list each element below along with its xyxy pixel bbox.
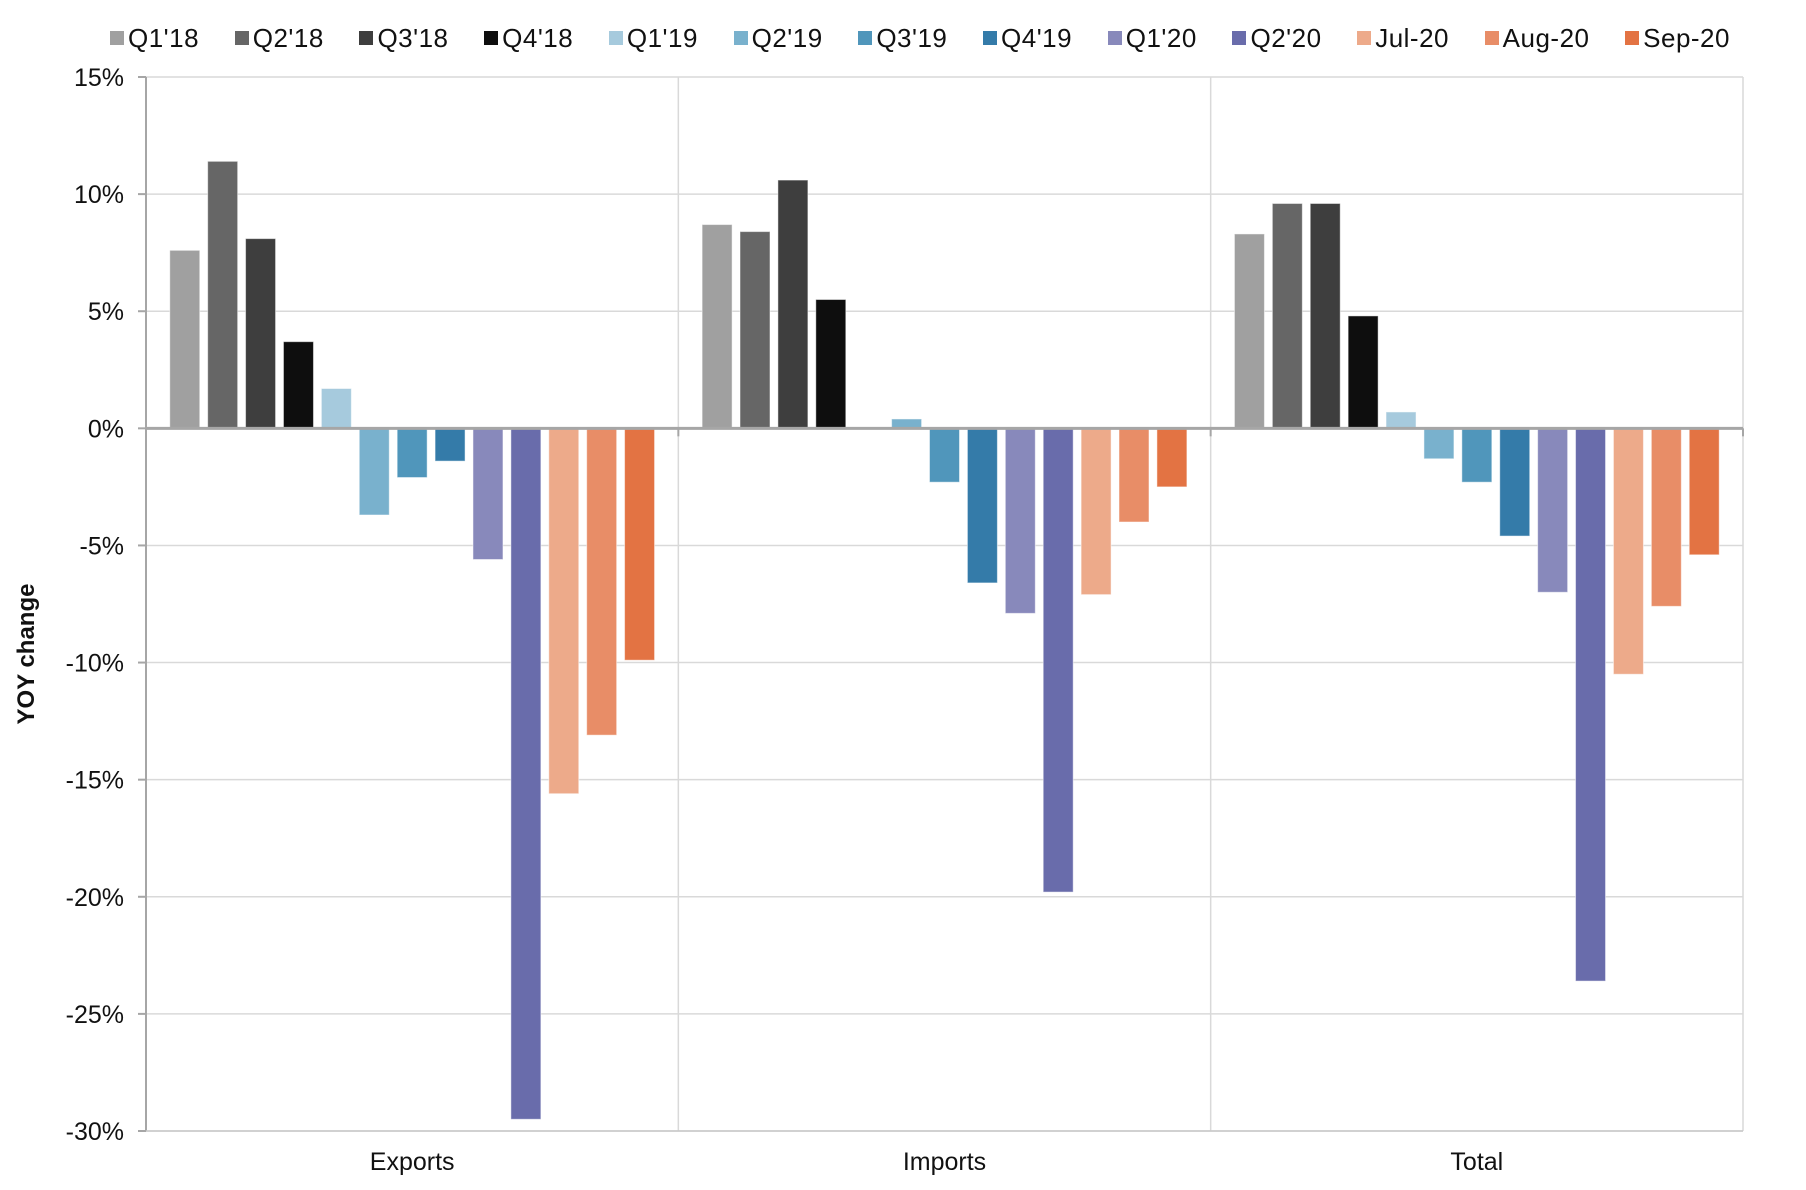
bar-total-q3-19 [1461,427,1493,483]
bar-exports-q4-18 [282,341,314,429]
legend-item: Q1'19 [608,22,698,54]
bar-total-sep-20 [1688,427,1720,556]
bar-total-q2-18 [1271,202,1303,429]
bar-imports-q1-18 [701,224,733,429]
legend-swatch [1357,31,1372,45]
legend-label: Q1'20 [1125,22,1197,53]
y-axis-title: YOY change [13,584,40,725]
legend-item: Q3'19 [858,23,947,54]
bar-imports-q4-18 [815,299,847,429]
bar-imports-jul-20 [1080,427,1112,596]
legend-item: Q2'18 [234,22,324,54]
y-tick-label: -15% [66,767,124,795]
legend-item: Q3'18 [359,23,448,54]
bar-exports-q3-18 [245,238,277,429]
bar-exports-q2-20 [510,427,542,1120]
y-tick-label: -20% [66,884,124,912]
y-tick-label: 15% [74,64,124,92]
bar-exports-q1-20 [472,427,504,560]
legend-item: Q4'19 [983,23,1072,54]
legend-item: Q4'18 [484,23,573,54]
category-label: Total [1450,1148,1503,1176]
legend-label: Q4'18 [502,22,574,53]
legend-label: Jul-20 [1375,22,1450,53]
bar-total-q2-20 [1575,427,1607,982]
bar-imports-sep-20 [1156,427,1188,488]
legend-swatch [1625,31,1640,45]
legend-label: Q2'20 [1250,22,1322,53]
bar-exports-q2-19 [358,427,390,516]
bar-imports-aug-20 [1118,427,1150,523]
legend-label: Q4'19 [1001,22,1073,53]
bar-total-q2-19 [1423,427,1455,460]
category-label: Imports [903,1148,986,1176]
bar-exports-jul-20 [548,427,580,795]
legend-label: Q3'18 [377,22,449,53]
bar-imports-q3-19 [929,427,960,483]
bar-exports-q1-18 [169,249,201,429]
bar-total-q1-19 [1385,411,1417,429]
legend-item: Aug-20 [1484,22,1590,54]
bar-exports-q1-19 [320,388,352,429]
legend-item: Q2'20 [1232,23,1321,54]
legend-item: Q2'19 [733,22,823,54]
legend-label: Q3'19 [876,22,948,53]
legend-swatch [110,31,124,45]
legend-item: Q1'18 [110,23,199,54]
legend-swatch [359,31,374,45]
bar-exports-q3-19 [396,427,428,479]
bar-total-jul-20 [1612,427,1644,675]
y-tick-label: -5% [80,532,124,560]
legend-swatch [234,31,249,45]
legend-label: Q1'18 [128,22,200,53]
y-tick-label: -30% [66,1118,124,1146]
legend-label: Q2'19 [751,22,823,53]
bar-exports-sep-20 [624,427,656,661]
bar-imports-q1-20 [1004,427,1036,614]
legend-item: Sep-20 [1625,23,1730,54]
y-tick-label: 10% [74,181,124,209]
y-tick-label: -25% [66,1001,124,1029]
bar-total-q3-18 [1309,202,1341,429]
legend-item: Jul-20 [1357,23,1449,54]
y-tick-label: 5% [88,298,124,326]
bar-imports-q4-19 [966,427,998,584]
bar-exports-aug-20 [586,427,618,736]
legend-swatch [1232,31,1247,45]
legend-swatch [858,31,873,45]
legend-label: Q1'19 [626,22,698,53]
legend-swatch [608,31,623,45]
bar-exports-q4-19 [434,427,466,462]
legend-swatch [733,31,748,45]
legend-swatch [1484,31,1499,45]
bar-total-q1-20 [1537,427,1569,593]
bar-imports-q2-20 [1042,427,1074,893]
bar-total-aug-20 [1650,427,1682,607]
legend: Q1'18 Q2'18 Q3'18 Q4'18 Q1'19 Q2'19 Q3'19 Q4'19… [110,18,1730,58]
bar-imports-q3-18 [777,179,809,429]
y-tick-label: -10% [66,650,124,678]
legend-swatch [983,31,998,45]
legend-label: Sep-20 [1643,22,1730,53]
bar-imports-q2-18 [739,231,771,429]
legend-swatch [484,31,499,45]
legend-item: Q1'20 [1107,22,1197,54]
legend-swatch [1107,31,1122,45]
bar-total-q4-19 [1499,427,1531,537]
bar-total-q1-18 [1233,233,1265,429]
legend-label: Aug-20 [1502,22,1590,53]
bar-exports-q2-18 [207,160,239,429]
legend-label: Q2'18 [252,22,324,53]
bar-total-q4-18 [1347,315,1379,429]
y-tick-label: 0% [88,415,124,443]
category-label: Exports [370,1148,455,1176]
